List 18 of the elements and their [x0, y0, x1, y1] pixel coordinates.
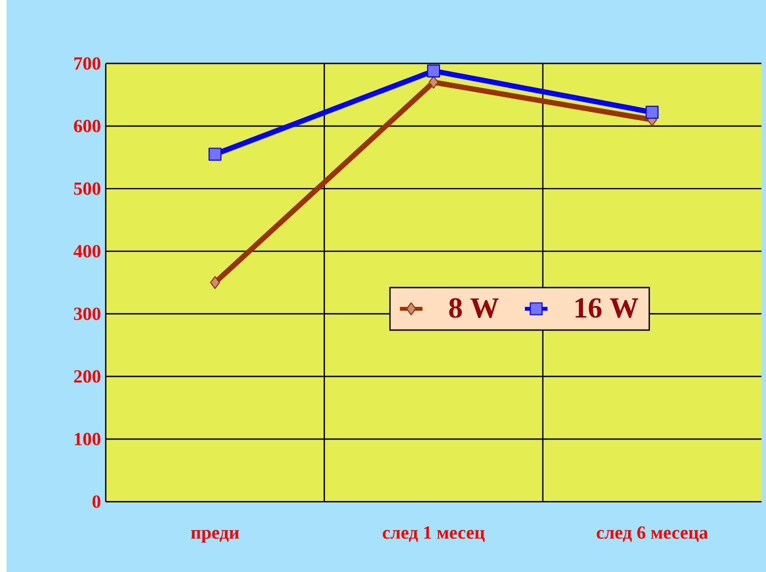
y-tick-label: 400 [74, 244, 100, 258]
y-tick-label: 200 [74, 370, 100, 383]
y-tick-label: 500 [74, 182, 100, 195]
y-tick-label: 0 [92, 495, 100, 508]
point [210, 276, 220, 290]
point [427, 64, 440, 78]
y-tick-label: 300 [74, 308, 100, 320]
y-tick-label: 700 [74, 57, 100, 70]
x-tick-label: след 6 месеца [596, 526, 708, 542]
point [428, 76, 439, 89]
legend-label: 8 W [449, 298, 499, 318]
point [208, 148, 222, 161]
y-tick-label: 600 [74, 120, 100, 132]
x-tick-label: преди [191, 530, 240, 543]
x-tick-label: след 1 месец [382, 526, 485, 542]
y-tick-label: 100 [74, 432, 100, 446]
point [646, 106, 659, 119]
legend-label: 16 W [576, 298, 638, 318]
